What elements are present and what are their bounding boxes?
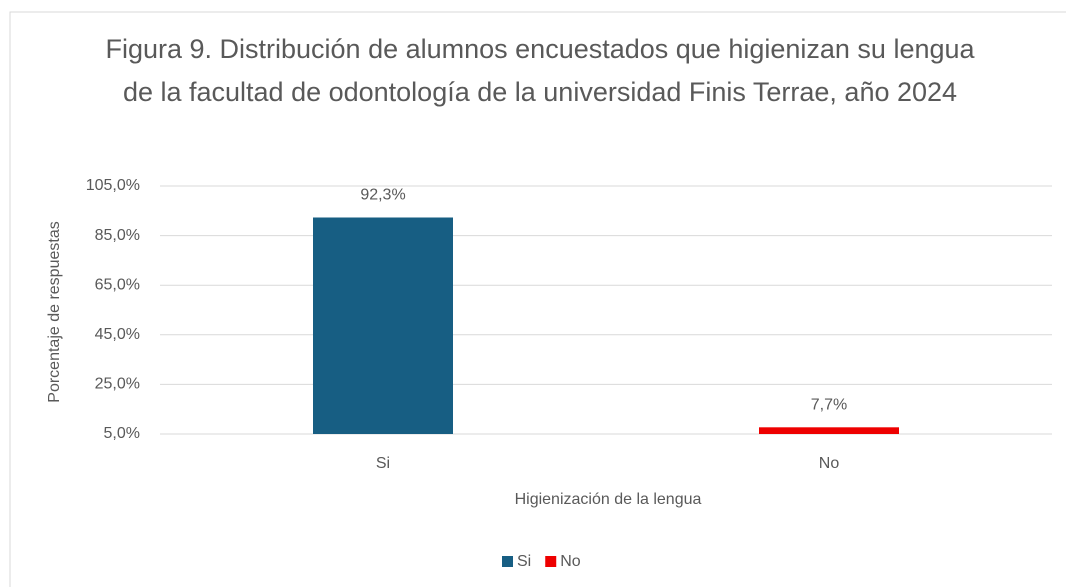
y-axis-label: Porcentaje de respuestas xyxy=(46,221,63,402)
y-tick-label: 5,0% xyxy=(104,425,140,442)
data-label: 7,7% xyxy=(811,397,847,414)
y-tick-label: 85,0% xyxy=(95,227,140,244)
y-tick-label: 25,0% xyxy=(95,376,140,393)
chart-title: Figura 9. Distribución de alumnos encues… xyxy=(105,34,975,107)
x-tick-label: No xyxy=(819,455,840,472)
legend-swatch xyxy=(502,556,513,567)
x-tick-label: Si xyxy=(376,455,390,472)
y-tick-label: 65,0% xyxy=(95,276,140,293)
legend-swatch xyxy=(545,556,557,567)
y-tick-label: 45,0% xyxy=(95,326,140,343)
legend-label: No xyxy=(560,553,581,570)
chart-border xyxy=(9,11,1066,587)
bar xyxy=(759,427,899,434)
legend-label: Si xyxy=(517,553,531,570)
bar xyxy=(313,217,453,434)
y-tick-label: 105,0% xyxy=(86,177,140,194)
x-axis-label: Higienización de la lengua xyxy=(515,491,702,508)
data-label: 92,3% xyxy=(360,187,405,204)
